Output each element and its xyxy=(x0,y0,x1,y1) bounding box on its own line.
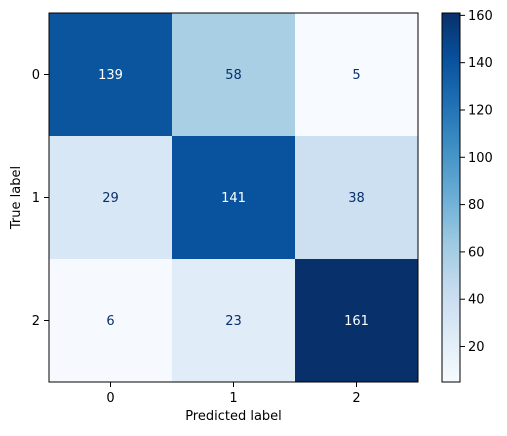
matrix-cell-0-0 xyxy=(49,13,172,136)
matrix-cell-value-1-2: 38 xyxy=(348,191,365,206)
matrix-cells xyxy=(49,13,418,382)
y-axis: 0 1 2 xyxy=(32,68,49,329)
colorbar-gradient xyxy=(442,13,460,382)
x-axis: 0 1 2 xyxy=(106,382,361,406)
matrix-cell-2-0 xyxy=(49,259,172,382)
colorbar-tick-label-140: 140 xyxy=(468,56,493,71)
y-axis-label: True label xyxy=(9,166,24,230)
x-tick-label-0: 0 xyxy=(106,391,114,406)
matrix-cell-value-0-0: 139 xyxy=(98,68,123,83)
matrix-cell-0-1 xyxy=(172,13,295,136)
colorbar-tick-label-160: 160 xyxy=(468,9,493,24)
matrix-cell-1-0 xyxy=(49,136,172,259)
y-tick-label-1: 1 xyxy=(32,191,40,206)
matrix-cell-labels: 139 58 5 29 141 38 6 23 161 xyxy=(98,68,369,329)
colorbar-tick-label-80: 80 xyxy=(468,198,485,213)
matrix-cell-value-2-2: 161 xyxy=(344,314,369,329)
x-tick-label-1: 1 xyxy=(229,391,237,406)
matrix-cell-0-2 xyxy=(295,13,418,136)
colorbar-tick-label-40: 40 xyxy=(468,293,485,308)
x-axis-label: Predicted label xyxy=(185,409,282,424)
matrix-cell-value-2-1: 23 xyxy=(225,314,242,329)
x-tick-label-2: 2 xyxy=(352,391,360,406)
matrix-cell-value-0-2: 5 xyxy=(352,68,360,83)
matrix-cell-value-2-0: 6 xyxy=(106,314,114,329)
colorbar-tick-label-60: 60 xyxy=(468,245,485,260)
colorbar-tick-label-120: 120 xyxy=(468,103,493,118)
matrix-cell-value-1-1: 141 xyxy=(221,191,246,206)
colorbar-tick-label-20: 20 xyxy=(468,340,485,355)
colorbar-axis: 20 40 60 80 100 120 140 160 xyxy=(460,9,493,355)
matrix-cell-2-1 xyxy=(172,259,295,382)
colorbar-tick-label-100: 100 xyxy=(468,151,493,166)
colorbar-frame xyxy=(441,12,461,383)
matrix-cell-1-1 xyxy=(172,136,295,259)
matrix-cell-value-1-0: 29 xyxy=(102,191,119,206)
matrix-cell-value-0-1: 58 xyxy=(225,68,242,83)
y-tick-label-0: 0 xyxy=(32,68,40,83)
matrix-cell-2-2 xyxy=(295,259,418,382)
matrix-cell-1-2 xyxy=(295,136,418,259)
y-tick-label-2: 2 xyxy=(32,314,40,329)
